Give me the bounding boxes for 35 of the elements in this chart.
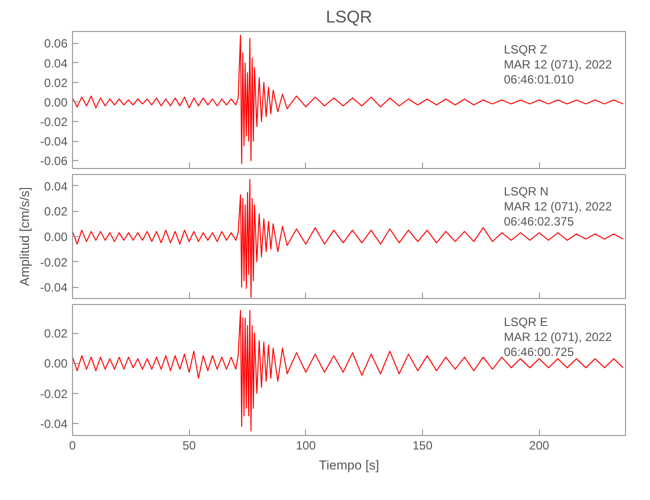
y-tick-label: 0.02 <box>44 204 68 219</box>
annotation: LSQR Z <box>504 42 548 56</box>
y-tick-label: 0.04 <box>44 179 68 194</box>
annotation: 06:46:00.725 <box>504 344 574 359</box>
x-tick-label: 150 <box>412 438 433 452</box>
x-tick-label: 200 <box>529 438 550 452</box>
annotation: LSQR E <box>504 314 548 329</box>
x-tick-label: 50 <box>182 438 196 452</box>
y-tick-label: 0.00 <box>44 356 68 371</box>
y-tick-label: 0.04 <box>44 56 68 70</box>
y-axis-title: Amplitud [cm/s/s] <box>17 187 32 286</box>
y-tick-label: 0.00 <box>44 95 68 110</box>
annotation: MAR 12 (071), 2022 <box>504 57 612 72</box>
annotation: 06:46:02.375 <box>504 214 574 228</box>
line-series <box>72 310 624 432</box>
line-series <box>72 34 624 164</box>
y-tick-label: -0.02 <box>40 255 68 270</box>
y-tick-label: -0.06 <box>40 154 68 168</box>
y-tick-label: -0.04 <box>40 280 68 295</box>
y-tick-label: 0.00 <box>44 230 68 244</box>
x-tick-label: 100 <box>296 438 316 452</box>
annotation: LSQR N <box>504 184 549 198</box>
annotation: MAR 12 (071), 2022 <box>504 330 612 344</box>
y-tick-label: -0.02 <box>40 115 68 130</box>
annotation: MAR 12 (071), 2022 <box>504 199 612 214</box>
chart-title: LSQR <box>326 8 372 26</box>
y-tick-label: 0.02 <box>44 326 68 341</box>
y-tick-label: -0.02 <box>40 386 68 401</box>
y-tick-label: 0.06 <box>44 36 68 51</box>
x-tick-label: 0 <box>69 438 76 452</box>
y-tick-label: -0.04 <box>40 134 68 149</box>
annotation: 06:46:01.010 <box>504 72 574 86</box>
y-tick-label: -0.04 <box>40 416 68 431</box>
y-tick-label: 0.02 <box>44 76 68 90</box>
x-axis-title: Tiempo [s] <box>318 458 380 472</box>
